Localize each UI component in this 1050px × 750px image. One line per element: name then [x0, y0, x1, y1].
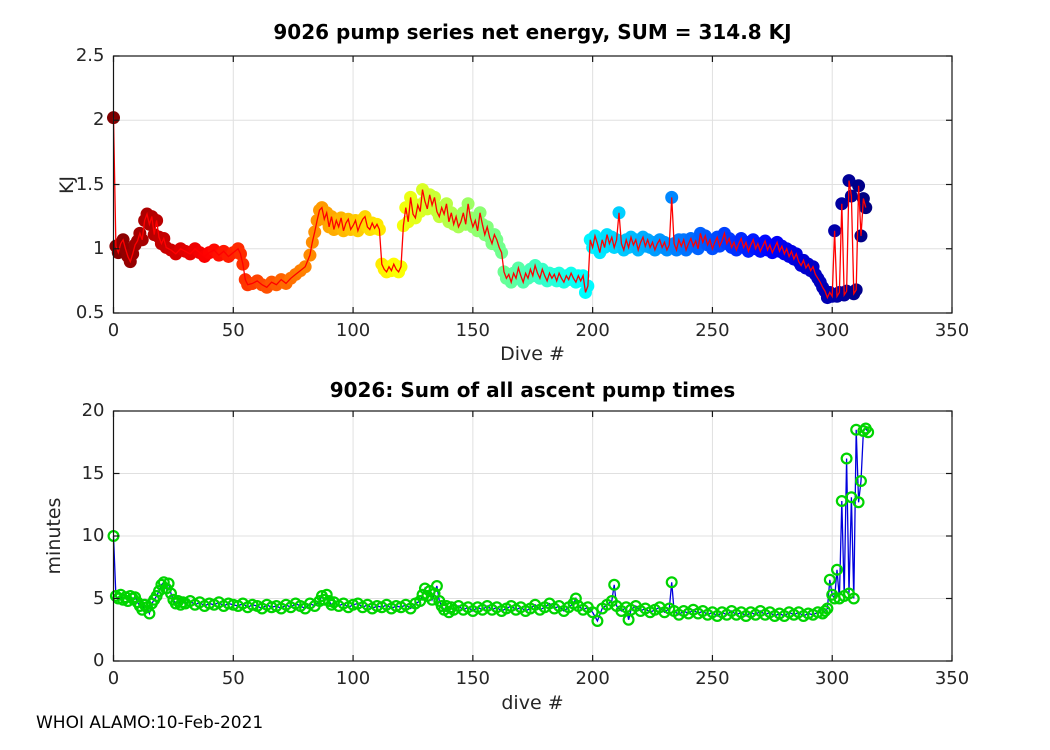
data-point: [828, 224, 842, 238]
data-point: [859, 201, 873, 215]
x-tick-label: 50: [221, 668, 245, 689]
data-point: [320, 588, 333, 601]
data-point: [835, 197, 849, 211]
x-tick-label: 350: [934, 320, 970, 341]
x-tick-label: 300: [815, 668, 850, 689]
chart-1: [107, 410, 953, 662]
x-tick-label: 150: [455, 320, 491, 341]
data-point: [823, 573, 836, 586]
data-point: [164, 587, 177, 600]
data-point: [430, 579, 443, 592]
figure-footer: WHOI ALAMO:10-Feb-2021: [36, 713, 264, 733]
y-tick-label: 0: [93, 650, 105, 671]
x-tick-label: 50: [221, 320, 245, 341]
x-tick-label: 150: [455, 668, 491, 689]
data-point: [325, 598, 338, 611]
data-point: [840, 452, 853, 465]
y-tick-label: 1.5: [75, 173, 105, 195]
data-point: [124, 589, 137, 602]
data-point: [821, 602, 834, 615]
data-point: [138, 598, 151, 611]
y-tick-label: 2: [93, 109, 105, 131]
data-point: [847, 592, 860, 605]
data-point: [857, 425, 870, 438]
y-tick-label: 10: [81, 525, 105, 546]
y-tick-label: 5: [93, 587, 105, 609]
x-tick-label: 350: [934, 668, 970, 689]
x-tick-label: 200: [575, 320, 610, 341]
chart-0: [107, 55, 953, 314]
bottom-chart-title: 9026: Sum of all ascent pump times: [329, 378, 736, 402]
x-tick-label: 0: [107, 320, 120, 341]
data-point: [862, 426, 875, 439]
bottom-x-axis-label: dive #: [501, 692, 564, 714]
data-point: [819, 604, 832, 617]
top-chart-title: 9026 pump series net energy, SUM = 314.8…: [273, 20, 792, 44]
data-point: [665, 190, 679, 204]
y-tick-label: 15: [81, 462, 105, 484]
data-point: [608, 578, 621, 591]
data-point: [665, 576, 678, 589]
y-tick-label: 20: [81, 400, 105, 421]
data-point: [157, 576, 170, 589]
y-tick-label: 2.5: [75, 45, 105, 66]
x-tick-label: 250: [695, 668, 730, 689]
x-tick-label: 0: [107, 668, 120, 689]
data-point: [569, 592, 582, 605]
data-point: [153, 584, 166, 597]
data-point: [426, 593, 439, 606]
x-tick-label: 100: [335, 668, 371, 689]
x-tick-label: 300: [815, 320, 850, 341]
x-tick-label: 200: [575, 668, 610, 689]
top-x-axis-label: Dive #: [500, 343, 565, 365]
x-tick-label: 100: [335, 320, 371, 341]
y-tick-label: 1: [93, 237, 105, 259]
data-point: [831, 563, 844, 576]
x-tick-label: 250: [695, 320, 730, 341]
data-point: [445, 601, 458, 614]
data-point: [854, 475, 867, 488]
data-point: [591, 614, 604, 627]
y-tick-label: 0.5: [75, 302, 105, 323]
data-point: [852, 496, 865, 509]
